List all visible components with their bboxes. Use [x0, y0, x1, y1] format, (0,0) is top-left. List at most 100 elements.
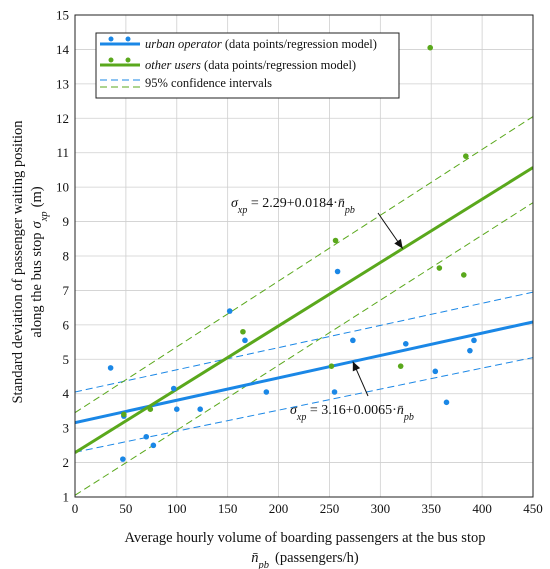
legend-label-other-users-rest: (data points/regression model) [201, 58, 356, 72]
urban-operator-data-point [402, 340, 409, 347]
urban-operator-data-point [226, 308, 233, 314]
tick-labels: 0 50 100 150 200 250 300 350 400 4501234567891011… [56, 8, 543, 517]
x-tick-label: 100 [167, 501, 187, 516]
urban-operator-equation-rhs-prefix: = 3.16+0.0065· [306, 403, 396, 418]
urban-operator-ci-upper [75, 291, 533, 393]
urban-operator-equation-lhs-symbol: σ [290, 403, 298, 418]
y-tick-label: 10 [56, 180, 69, 195]
urban-operator-data-point [170, 385, 177, 392]
other-users-equation-lhs-sub: xp [237, 205, 247, 216]
y-axis-symbol-sub: xp [39, 211, 50, 222]
y-axis-symbol: σ [29, 220, 45, 228]
y-tick-label: 5 [63, 352, 70, 367]
other-users-equation-arrowhead [394, 238, 403, 249]
other-users-data-point [328, 363, 335, 369]
urban-operator-data-point [150, 442, 157, 449]
urban-operator-data-point [173, 406, 180, 413]
other-users-data-point [121, 411, 127, 418]
regression-lines [75, 166, 533, 454]
other-users-ci-upper [75, 116, 533, 414]
x-tick-label: 200 [269, 501, 289, 516]
y-axis-label-text: along the bus stop [29, 232, 45, 337]
legend-label-urban-operator-name: urban operator [145, 37, 222, 51]
other-users-equation-lhs-symbol: σ [231, 196, 239, 211]
y-tick-label: 2 [63, 455, 70, 470]
urban-operator-data-point [443, 399, 450, 406]
legend-marker-urban-operator [125, 36, 131, 42]
legend-label-urban-operator: urban operator (data points/regression m… [145, 37, 377, 51]
other-users-data-point [332, 237, 339, 244]
x-tick-label: 250 [320, 501, 340, 516]
legend-label-other-users-name: other users [145, 58, 201, 72]
other-users-data-point [147, 406, 154, 413]
plot-frame [74, 14, 534, 498]
x-tick-label: 450 [523, 501, 543, 516]
other-users-equation-rhs-sub: pb [344, 205, 355, 216]
urban-operator-equation-rhs-symbol: n̄ [397, 403, 404, 418]
x-tick-label: 0 [72, 501, 79, 516]
x-axis-label-line2: n̄pb (passengers/h) [251, 550, 359, 569]
other-users-regression-line [75, 166, 533, 454]
x-axis-symbol: n̄ [251, 550, 258, 566]
other-users-equation-rhs-symbol: n̄ [338, 196, 345, 211]
x-tick-label: 50 [119, 501, 132, 516]
legend-label-other-users: other users (data points/regression mode… [145, 58, 356, 72]
x-tick-label: 300 [371, 501, 391, 516]
y-tick-label: 9 [63, 214, 70, 229]
urban-operator-data-point [471, 337, 477, 344]
x-axis-unit: (passengers/h) [275, 550, 359, 566]
other-users-equation-rhs-prefix: = 2.29+0.0184· [247, 196, 337, 211]
y-tick-label: 13 [56, 76, 69, 91]
urban-operator-data-point [242, 337, 248, 344]
y-tick-label: 15 [56, 8, 69, 23]
x-axis-label: Average hourly volume of boarding passen… [125, 530, 486, 569]
other-users-data-point [397, 363, 404, 369]
urban-operator-data-point [350, 337, 356, 344]
other-users-data-point [436, 265, 443, 271]
legend-box [95, 32, 400, 99]
legend-label-urban-operator-rest: (data points/regression model) [222, 37, 377, 51]
y-axis-unit: (m) [29, 186, 45, 207]
y-axis-label: Standard deviation of passenger waiting … [10, 120, 50, 404]
y-tick-label: 11 [56, 145, 69, 160]
urban-operator-ci-lower [75, 357, 533, 453]
x-tick-label: 150 [218, 501, 238, 516]
legend-marker-urban-operator [108, 36, 114, 42]
other-users-data-point [427, 44, 434, 51]
y-tick-label: 3 [63, 421, 70, 436]
urban-operator-data-point [107, 365, 114, 371]
other-users-data-point [240, 328, 246, 335]
y-tick-label: 4 [63, 386, 70, 401]
y-tick-label: 14 [56, 42, 70, 57]
urban-operator-data-point [143, 433, 150, 440]
x-axis-label-line1: Average hourly volume of boarding passen… [125, 530, 486, 546]
other-users-data-point [463, 153, 469, 159]
legend: urban operator (data points/regression m… [95, 32, 400, 99]
y-axis-label-line1: Standard deviation of passenger waiting … [10, 120, 26, 404]
y-tick-label: 8 [63, 249, 70, 264]
other-users-data-point [460, 272, 467, 278]
urban-operator-data-point [197, 406, 203, 413]
legend-marker-other-users [125, 57, 131, 63]
x-axis-symbol-sub: pb [257, 560, 269, 569]
urban-operator-data-point [331, 389, 338, 395]
legend-marker-other-users [108, 57, 114, 63]
data-points [107, 44, 477, 462]
urban-operator-data-point [432, 368, 439, 375]
urban-operator-data-point [467, 347, 473, 354]
y-axis-label-line2: along the bus stop σxp (m) [29, 186, 50, 337]
urban-operator-equation-rhs-sub: pb [403, 412, 414, 423]
urban-operator-equation: σxp = 3.16+0.0065·n̄pb [290, 403, 414, 423]
urban-operator-data-point [120, 456, 126, 462]
x-tick-label: 350 [421, 501, 441, 516]
urban-operator-data-point [263, 389, 270, 395]
y-tick-label: 6 [63, 317, 70, 332]
other-users-equation: σxp = 2.29+0.0184·n̄pb [231, 196, 355, 216]
urban-operator-data-point [334, 268, 341, 275]
y-tick-label: 7 [63, 283, 70, 298]
urban-operator-equation-lhs-sub: xp [296, 412, 306, 423]
y-tick-label: 1 [63, 490, 70, 505]
